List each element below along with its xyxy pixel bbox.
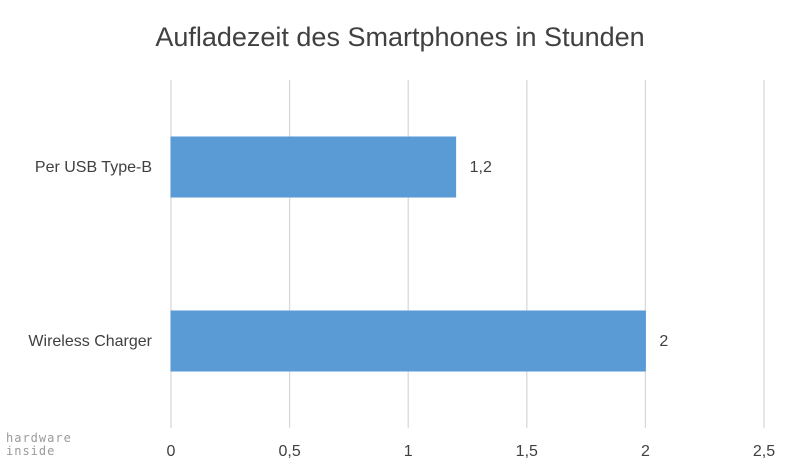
chart-title: Aufladezeit des Smartphones in Stunden (155, 22, 644, 52)
category-label: Wireless Charger (28, 333, 152, 350)
x-tick-label: 1,5 (516, 443, 538, 460)
x-tick-label: 0 (167, 443, 176, 460)
watermark-line-2: inside (6, 444, 55, 457)
x-tick-label: 2,5 (753, 443, 775, 460)
gridlines (170, 80, 765, 428)
x-tick-label: 2 (641, 443, 650, 460)
data-label: 2 (659, 333, 668, 350)
category-label: Per USB Type-B (35, 159, 152, 176)
bar (170, 136, 457, 198)
watermark-line-1: hardware (6, 431, 72, 445)
bars (170, 136, 646, 372)
data-label: 1,2 (470, 159, 492, 176)
labels: 0 0,5 1 1,5 2 2,5 Per USB Type-B 1,2 Wireless Ch… (28, 159, 775, 460)
bar (170, 310, 646, 372)
x-tick-label: 0,5 (278, 443, 300, 460)
hardware-inside-logo: hardware inside (6, 431, 72, 457)
x-tick-label: 1 (404, 443, 413, 460)
